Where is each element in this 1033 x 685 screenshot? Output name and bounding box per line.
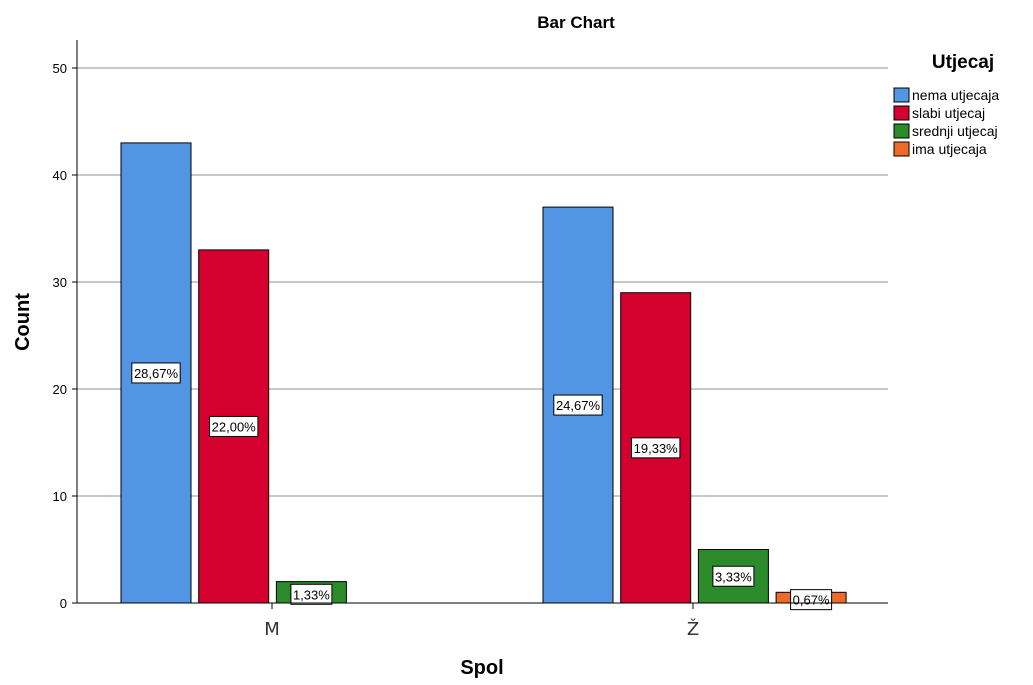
legend-item: nema utjecaja: [893, 87, 999, 103]
legend-swatch: [893, 87, 910, 103]
y-tick-label: 0: [60, 596, 67, 611]
chart-title: Bar Chart: [537, 13, 615, 32]
data-label-box: [131, 362, 181, 384]
legend-label: srednji utjecaj: [912, 123, 998, 139]
y-tick-label: 50: [53, 61, 67, 76]
data-label: 19,33%: [631, 437, 681, 459]
bars: [120, 142, 847, 604]
y-axis-ticks: 0 10 20 30 40 50: [53, 61, 77, 611]
y-tick-label: 10: [53, 489, 67, 504]
x-tick-label: M: [264, 619, 280, 640]
legend-label: slabi utjecaj: [912, 105, 985, 121]
y-tick-label: 40: [53, 168, 67, 183]
data-labels: 28,67% 22,00% 1,33% 24,67% 19,33% 3,33% 0,67%: [131, 362, 833, 611]
data-label: 1,33%: [290, 583, 333, 605]
y-tick-label: 30: [53, 275, 67, 290]
data-label-box: [290, 583, 333, 605]
y-tick-label: 20: [53, 382, 67, 397]
data-label-text: 22,00%: [212, 419, 257, 434]
data-label-box: [553, 394, 603, 416]
data-label: 24,67%: [553, 394, 603, 416]
legend-swatch: [893, 123, 910, 139]
y-axis-title: Count: [12, 293, 34, 351]
legend-item: ima utjecaja: [893, 141, 987, 157]
legend-swatch: [893, 141, 910, 157]
data-label-text: 1,33%: [293, 587, 330, 602]
data-label-text: 0,67%: [793, 593, 830, 608]
data-label-box: [631, 437, 681, 459]
data-label-text: 28,67%: [134, 366, 179, 381]
data-label: 28,67%: [131, 362, 181, 384]
legend-swatch: [893, 105, 910, 121]
data-label-text: 24,67%: [556, 398, 601, 413]
data-label-box: [790, 589, 833, 611]
data-label: 0,67%: [790, 589, 833, 611]
data-label-text: 3,33%: [715, 569, 752, 584]
legend-label: nema utjecaja: [912, 87, 999, 103]
x-axis-title: Spol: [460, 657, 503, 679]
legend-label: ima utjecaja: [912, 141, 987, 157]
data-label: 3,33%: [712, 565, 755, 587]
legend-title: Utjecaj: [932, 52, 994, 73]
data-label-box: [209, 415, 259, 437]
data-label-text: 19,33%: [634, 441, 679, 456]
data-label: 22,00%: [209, 415, 259, 437]
legend-item: slabi utjecaj: [893, 105, 985, 121]
legend: Utjecaj nema utjecaja slabi utjecaj srednj…: [893, 52, 999, 157]
data-label-box: [712, 565, 755, 587]
x-tick-label: Ž: [687, 618, 699, 640]
legend-item: srednji utjecaj: [893, 123, 998, 139]
